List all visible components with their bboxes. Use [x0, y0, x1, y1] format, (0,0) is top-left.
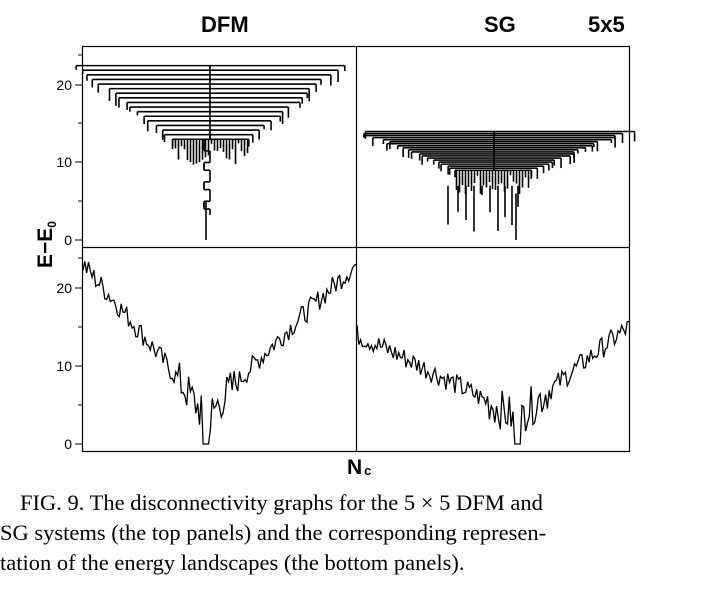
top-y-axis: 20 10 0	[56, 54, 82, 248]
caption-line-1: FIG. 9. The disconnectivity graphs for t…	[20, 490, 543, 515]
size-header: 5x5	[588, 12, 625, 37]
dfm-header: DFM	[201, 12, 249, 37]
tick-label-10: 10	[56, 154, 72, 170]
x-axis-label-sub: c	[364, 463, 371, 478]
x-axis-label-main: N	[347, 456, 362, 479]
bottom-y-axis: 20 10 0	[56, 257, 82, 452]
y-axis-label: E−E0	[34, 221, 59, 268]
sg-disconnectivity-graph	[363, 130, 636, 240]
dfm-disconnectivity-graph	[75, 64, 346, 240]
figure-caption: FIG. 9. The disconnectivity graphs for t…	[0, 488, 702, 578]
tick-label-10: 10	[56, 358, 72, 374]
tick-label-20: 20	[56, 280, 72, 296]
y-axis-label-sub: 0	[45, 221, 59, 228]
dfm-energy-landscape-line	[82, 261, 357, 445]
y-axis-label-main: E−E	[34, 228, 57, 268]
caption-line-3: tation of the energy landscapes (the bot…	[0, 550, 465, 575]
tick-label-0: 0	[64, 232, 72, 248]
caption-line-2: SG systems (the top panels) and the corr…	[0, 520, 547, 545]
tick-label-20: 20	[56, 77, 72, 93]
sg-header: SG	[484, 12, 516, 37]
tick-label-0: 0	[64, 436, 72, 452]
sg-energy-landscape-line	[356, 320, 630, 445]
